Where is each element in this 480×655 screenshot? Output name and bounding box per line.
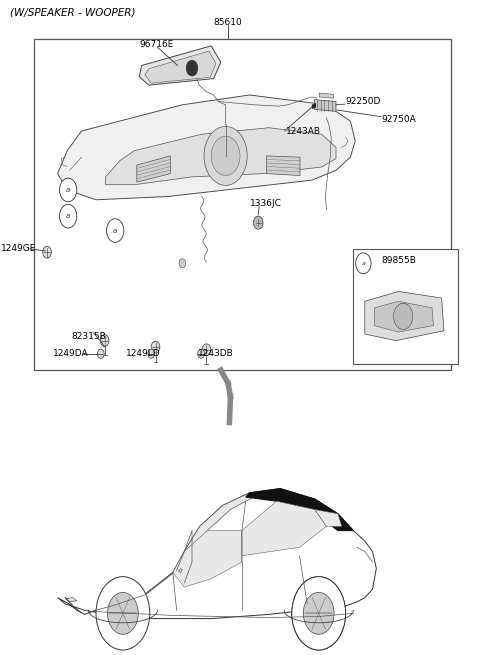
Circle shape (303, 592, 334, 634)
Text: 1249DA: 1249DA (53, 349, 88, 358)
Text: 96716E: 96716E (139, 40, 174, 49)
Circle shape (198, 349, 204, 358)
Text: 89855B: 89855B (382, 256, 417, 265)
Polygon shape (374, 301, 433, 332)
Polygon shape (179, 569, 182, 572)
Circle shape (151, 341, 160, 353)
Text: 1249LD: 1249LD (126, 349, 160, 358)
Text: a: a (66, 187, 70, 193)
Circle shape (394, 303, 413, 329)
Polygon shape (139, 46, 221, 85)
Circle shape (204, 126, 247, 185)
Text: 1243DB: 1243DB (198, 349, 234, 358)
Circle shape (148, 349, 155, 358)
Text: (W/SPEAKER - WOOPER): (W/SPEAKER - WOOPER) (10, 8, 135, 18)
Circle shape (202, 344, 211, 356)
Text: 92750A: 92750A (382, 115, 416, 124)
Circle shape (60, 178, 77, 202)
Text: a: a (113, 227, 117, 234)
Text: 1249GE: 1249GE (1, 244, 36, 253)
Polygon shape (276, 489, 338, 516)
Polygon shape (65, 597, 77, 602)
Circle shape (100, 335, 109, 346)
Polygon shape (266, 156, 300, 176)
Polygon shape (365, 291, 444, 341)
Circle shape (186, 60, 198, 76)
Polygon shape (242, 501, 326, 555)
Bar (353, 249, 458, 364)
Polygon shape (173, 531, 242, 587)
Circle shape (179, 259, 186, 268)
Text: 92250D: 92250D (346, 97, 381, 106)
Polygon shape (58, 95, 355, 200)
Text: 1243AB: 1243AB (286, 126, 321, 136)
Circle shape (107, 219, 124, 242)
Text: 82315B: 82315B (71, 331, 106, 341)
Polygon shape (314, 100, 336, 111)
Polygon shape (315, 510, 342, 527)
Circle shape (60, 204, 77, 228)
Polygon shape (184, 489, 280, 553)
Text: 85610: 85610 (214, 18, 242, 28)
Polygon shape (137, 156, 170, 182)
Bar (34, 39, 451, 370)
Polygon shape (58, 489, 376, 618)
Polygon shape (319, 93, 334, 98)
Text: a: a (66, 213, 70, 219)
Circle shape (292, 576, 346, 650)
Circle shape (211, 136, 240, 176)
Circle shape (97, 349, 104, 358)
Polygon shape (246, 489, 353, 531)
Text: a: a (361, 261, 365, 266)
Circle shape (96, 576, 150, 650)
Polygon shape (145, 51, 216, 83)
Circle shape (43, 246, 51, 258)
Circle shape (108, 592, 138, 634)
Circle shape (356, 253, 371, 274)
Text: 1336JC: 1336JC (250, 198, 281, 208)
Circle shape (253, 216, 263, 229)
Polygon shape (312, 103, 316, 109)
Polygon shape (106, 128, 336, 185)
